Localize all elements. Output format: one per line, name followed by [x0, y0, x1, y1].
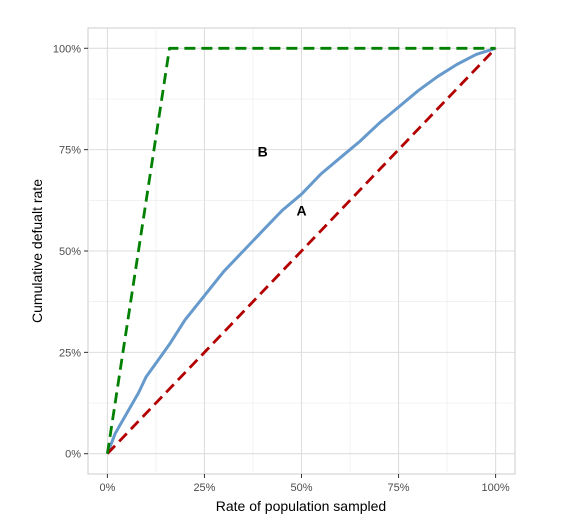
y-axis-ticks: 0% 25% 50% 75% 100% — [53, 43, 88, 461]
y-tick-label: 25% — [59, 347, 81, 359]
x-axis-ticks: 0% 25% 50% 75% 100% — [99, 474, 510, 494]
model-curve-line — [106, 46, 497, 455]
x-tick-label: 0% — [99, 482, 115, 494]
annotations: BA — [258, 144, 307, 219]
x-tick-label: 75% — [388, 482, 410, 494]
x-tick-label: 50% — [290, 482, 312, 494]
y-tick-label: 75% — [59, 145, 81, 157]
annotation-label: B — [258, 144, 268, 160]
y-axis-title: Cumulative defualt rate — [29, 179, 45, 323]
x-axis-title: Rate of population sampled — [216, 498, 386, 514]
major-grid — [88, 28, 515, 474]
perfect-model-line — [106, 46, 496, 454]
y-tick-label: 50% — [59, 246, 81, 258]
series-layer — [106, 46, 497, 455]
y-tick-label: 0% — [65, 449, 81, 461]
x-tick-label: 100% — [482, 482, 510, 494]
x-tick-label: 25% — [193, 482, 215, 494]
y-tick-label: 100% — [53, 43, 81, 55]
annotation-label: A — [296, 202, 306, 218]
random-model-line — [106, 47, 497, 455]
